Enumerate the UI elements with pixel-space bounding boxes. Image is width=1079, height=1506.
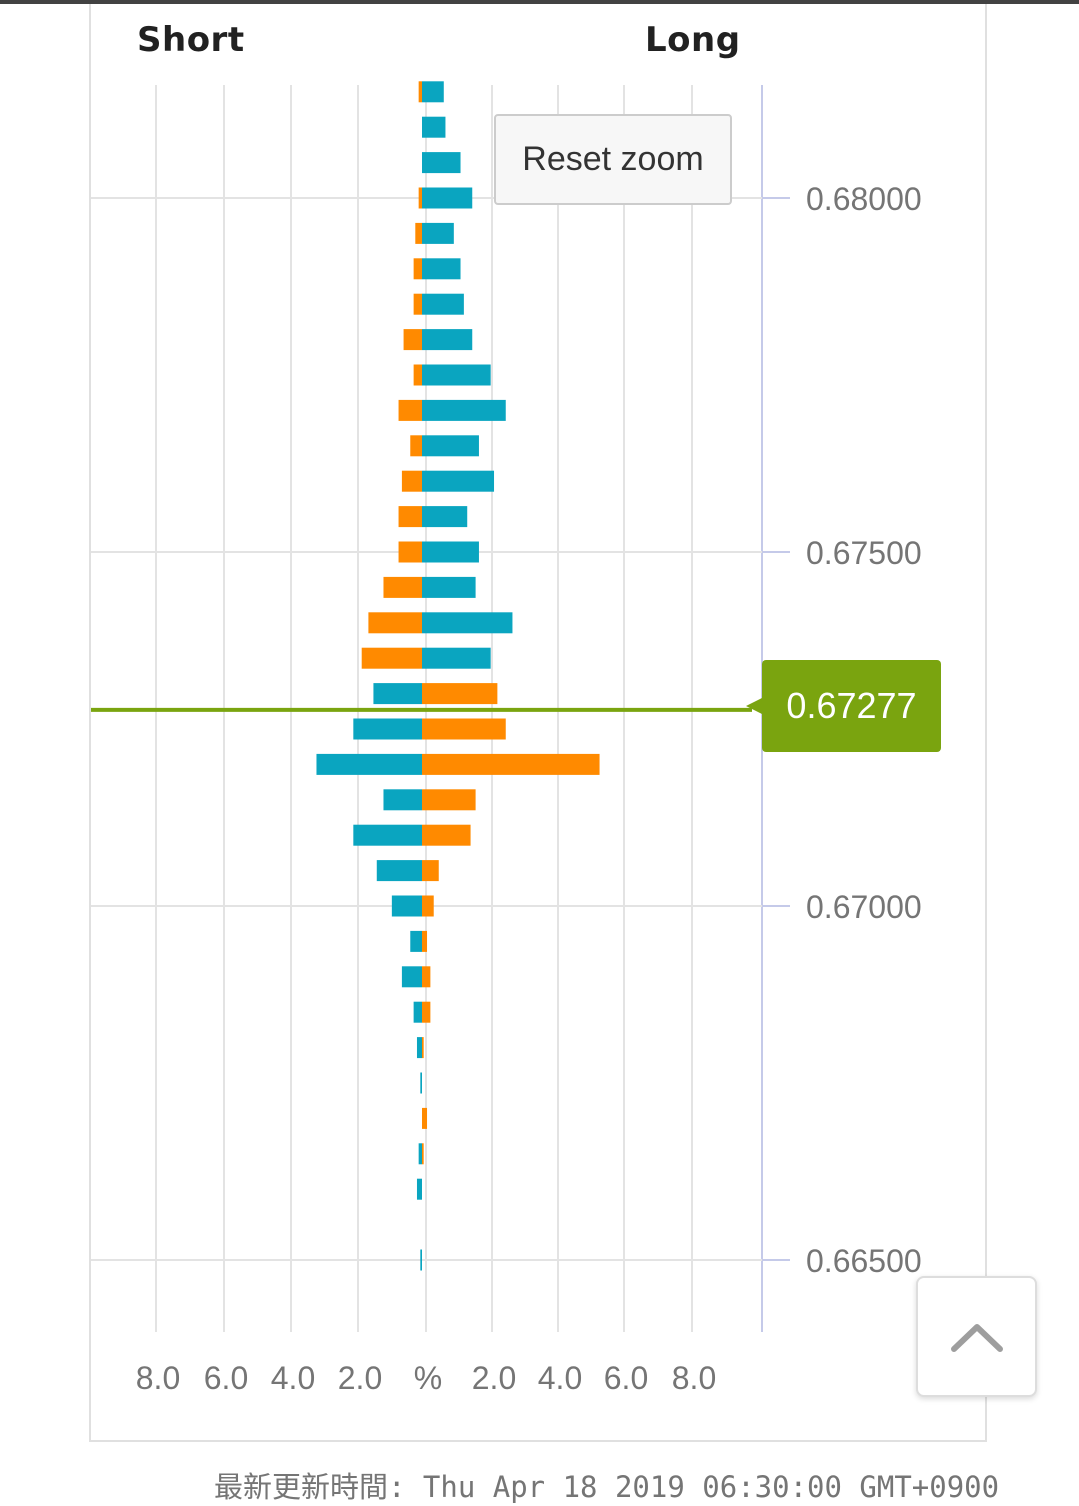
- long-bar: [422, 258, 461, 280]
- short-bar: [353, 718, 422, 740]
- current-price-tag: 0.67277: [746, 660, 941, 752]
- long-bar: [422, 152, 461, 174]
- long-bar: [422, 541, 479, 563]
- y-tick-label: 0.68000: [806, 181, 922, 217]
- short-bar: [368, 612, 422, 634]
- short-bar: [383, 789, 422, 811]
- x-tick-label: 6.0: [204, 1360, 248, 1396]
- short-bar: [418, 81, 422, 103]
- long-bar: [422, 293, 464, 315]
- long-bar: [422, 647, 491, 669]
- short-bar: [413, 364, 422, 386]
- short-bar: [316, 753, 422, 775]
- short-bar: [398, 399, 422, 421]
- long-bar: [422, 718, 506, 740]
- long-bar: [422, 187, 473, 209]
- x-tick-label: 8.0: [672, 1360, 716, 1396]
- long-bar: [422, 399, 506, 421]
- y-tick-label: 0.66500: [806, 1243, 922, 1279]
- x-tick-label: 2.0: [472, 1360, 516, 1396]
- y-tick-label: 0.67500: [806, 535, 922, 571]
- long-bar: [422, 470, 495, 492]
- short-bar: [376, 860, 422, 882]
- long-bar: [422, 860, 439, 882]
- short-bar: [420, 1249, 422, 1271]
- short-bar: [398, 506, 422, 528]
- short-bar: [383, 576, 422, 598]
- long-bar: [422, 81, 444, 103]
- long-bar: [422, 435, 479, 457]
- short-bar: [353, 824, 422, 846]
- x-tick-label: 2.0: [338, 1360, 382, 1396]
- top-bar: [0, 0, 1079, 4]
- short-bar: [420, 1072, 422, 1094]
- long-bar: [422, 930, 428, 952]
- short-bar: [391, 895, 422, 917]
- x-tick-label: 4.0: [538, 1360, 582, 1396]
- long-bar: [422, 222, 454, 244]
- y-tick-label: 0.67000: [806, 889, 922, 925]
- x-tick-label: %: [414, 1360, 442, 1396]
- long-bar: [422, 1001, 431, 1023]
- short-bar: [410, 930, 422, 952]
- long-bar: [422, 753, 600, 775]
- short-bar: [416, 1037, 422, 1059]
- long-bar: [422, 683, 498, 705]
- short-bar: [416, 1178, 422, 1200]
- short-bar: [373, 683, 422, 705]
- short-bar: [413, 258, 422, 280]
- short-bar: [415, 222, 422, 244]
- short-bar: [401, 470, 422, 492]
- long-bar: [422, 576, 476, 598]
- short-bar: [413, 1001, 422, 1023]
- short-bar: [361, 647, 422, 669]
- short-bar: [398, 541, 422, 563]
- long-bar: [422, 789, 476, 811]
- scroll-to-top-button[interactable]: [916, 1276, 1037, 1397]
- short-bar: [418, 187, 422, 209]
- short-bar: [410, 435, 422, 457]
- long-bar: [422, 1107, 428, 1129]
- long-bar: [422, 364, 491, 386]
- chevron-up-icon: [950, 1323, 1003, 1352]
- long-bar: [422, 329, 473, 351]
- long-bar: [422, 116, 446, 138]
- long-bar: [422, 966, 431, 988]
- long-bar: [422, 1037, 424, 1059]
- last-updated-text: 最新更新時間: Thu Apr 18 2019 06:30:00 GMT+090…: [214, 1470, 1000, 1504]
- long-bar: [422, 612, 513, 634]
- short-bar: [403, 329, 422, 351]
- short-bar: [401, 966, 422, 988]
- long-bar: [422, 1143, 424, 1165]
- short-bar: [413, 293, 422, 315]
- long-bar: [422, 895, 434, 917]
- long-header: Long: [645, 20, 741, 60]
- short-bar: [418, 1143, 422, 1165]
- short-header: Short: [137, 20, 245, 60]
- x-tick-label: 4.0: [271, 1360, 315, 1396]
- x-tick-label: 6.0: [604, 1360, 648, 1396]
- long-bar: [422, 506, 468, 528]
- reset-zoom-button[interactable]: Reset zoom: [494, 114, 732, 205]
- long-bar: [422, 824, 471, 846]
- x-tick-label: 8.0: [136, 1360, 180, 1396]
- chart-panel: [89, 4, 987, 1442]
